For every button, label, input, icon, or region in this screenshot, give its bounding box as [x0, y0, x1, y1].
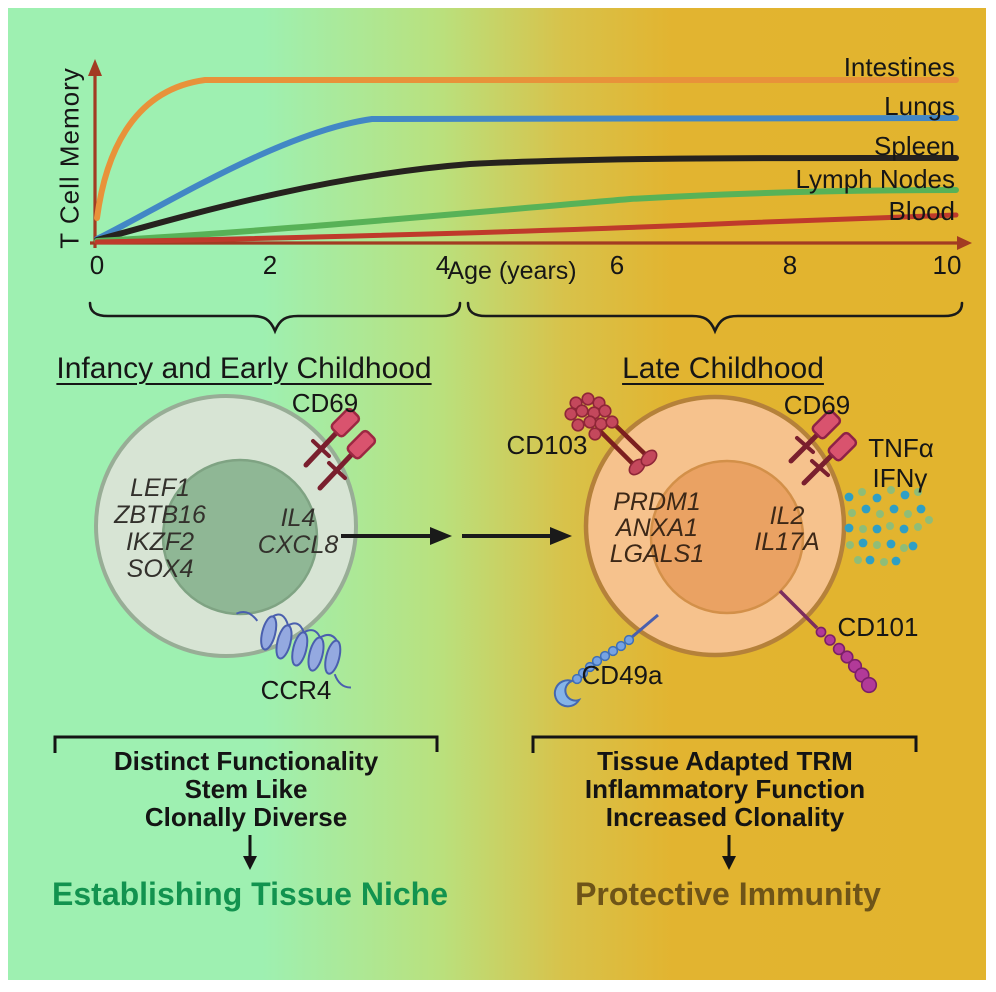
summary-line: Stem Like [184, 774, 308, 804]
cd69-receptor-infancy [303, 407, 377, 491]
y-axis-label: T Cell Memory [54, 67, 85, 249]
lungs-curve [94, 115, 959, 242]
infancy-cell [94, 394, 358, 658]
cd103-receptor-icon [564, 392, 658, 476]
legend-lungs: Lungs [884, 91, 955, 121]
summary-line: Distinct Functionality [113, 746, 379, 776]
gene-il2: IL2 [769, 502, 805, 530]
cytokine-dots-icon [844, 486, 933, 566]
late-childhood-brace [466, 301, 964, 335]
x-tick-6: 6 [609, 250, 625, 280]
legend-blood: Blood [888, 196, 956, 226]
gene-prdm1: PRDM1 [613, 488, 701, 516]
legend-intestines: Intestines [843, 52, 955, 82]
summary-line: Increased Clonality [605, 802, 845, 832]
gene-cxcl8: CXCL8 [257, 531, 339, 559]
summary-line: Clonally Diverse [144, 802, 348, 832]
summary-down-arrows [243, 835, 736, 870]
y-axis-arrowhead [88, 59, 102, 76]
gene-lgals1: LGALS1 [609, 540, 705, 568]
late-cytoplasm-genes: PRDM1 ANXA1 LGALS1 [610, 489, 705, 567]
spleen-curve [94, 154, 959, 243]
summary-brackets [53, 735, 918, 753]
x-tick-10: 10 [932, 250, 962, 280]
infancy-nucleus-genes: IL4 CXCL8 [258, 505, 339, 559]
cd69-head-icon [346, 429, 377, 460]
blood-curve [94, 212, 959, 245]
x-tick-2: 2 [262, 250, 278, 280]
x-tick-0: 0 [89, 250, 105, 280]
late-outcome: Protective Immunity [575, 876, 881, 912]
late-cell-nucleus [649, 459, 805, 615]
summary-line: Inflammatory Function [584, 774, 866, 804]
infancy-summary: Distinct Functionality Stem Like Clonall… [114, 747, 378, 831]
x-tick-8: 8 [782, 250, 798, 280]
gene-il4: IL4 [280, 504, 316, 532]
cd69-head-icon [811, 409, 842, 440]
cd103-label: CD103 [506, 430, 588, 460]
age-braces [88, 301, 964, 335]
memory-curves [94, 77, 959, 245]
infancy-summary-bracket [53, 735, 439, 753]
gene-il17a: IL17A [754, 528, 820, 556]
cd69-label-late: CD69 [783, 390, 851, 420]
cd49a-receptor-icon [553, 613, 659, 708]
gene-ikzf2: IKZF2 [125, 528, 195, 556]
legend-lymph-nodes: Lymph Nodes [795, 164, 955, 194]
cd69-receptor-late [788, 409, 858, 486]
cd49a-label: CD49a [581, 660, 663, 690]
cd69-label-infancy: CD69 [291, 388, 359, 418]
x-axis-arrowhead [957, 236, 972, 250]
transition-arrows [341, 527, 572, 545]
lymph-nodes-curve [94, 187, 959, 244]
ccr4-label: CCR4 [260, 675, 332, 705]
cd69-head-icon [827, 431, 858, 462]
x-axis-label: Age (years) [447, 257, 577, 285]
cd49a-crescent-icon [553, 679, 582, 708]
late-summary-bracket [531, 735, 918, 753]
infancy-cytoplasm-genes: LEF1 ZBTB16 IKZF2 SOX4 [114, 475, 206, 583]
summary-line: Tissue Adapted TRM [597, 746, 853, 776]
gene-sox4: SOX4 [126, 555, 194, 583]
late-childhood-heading: Late Childhood [622, 352, 824, 385]
ifn-gamma-label: IFNγ [872, 463, 928, 493]
infancy-heading: Infancy and Early Childhood [56, 352, 432, 385]
gene-lef1: LEF1 [130, 474, 190, 502]
legend-spleen: Spleen [874, 131, 955, 161]
late-nucleus-genes: IL2 IL17A [754, 503, 819, 555]
cd101-label: CD101 [837, 612, 919, 642]
intestines-curve [94, 77, 959, 221]
infancy-brace [88, 301, 462, 335]
infancy-outcome: Establishing Tissue Niche [52, 876, 448, 912]
infancy-cell-nucleus [161, 458, 319, 616]
tnf-alpha-label: TNFα [868, 433, 934, 463]
gene-zbtb16: ZBTB16 [114, 501, 206, 529]
cd101-receptor-icon [778, 589, 878, 694]
late-summary: Tissue Adapted TRM Inflammatory Function… [585, 747, 865, 831]
x-tick-4: 4 [435, 250, 451, 280]
gene-anxa1: ANXA1 [616, 514, 698, 542]
cd69-head-icon [330, 407, 361, 438]
ccr4-receptor-icon [236, 611, 351, 689]
